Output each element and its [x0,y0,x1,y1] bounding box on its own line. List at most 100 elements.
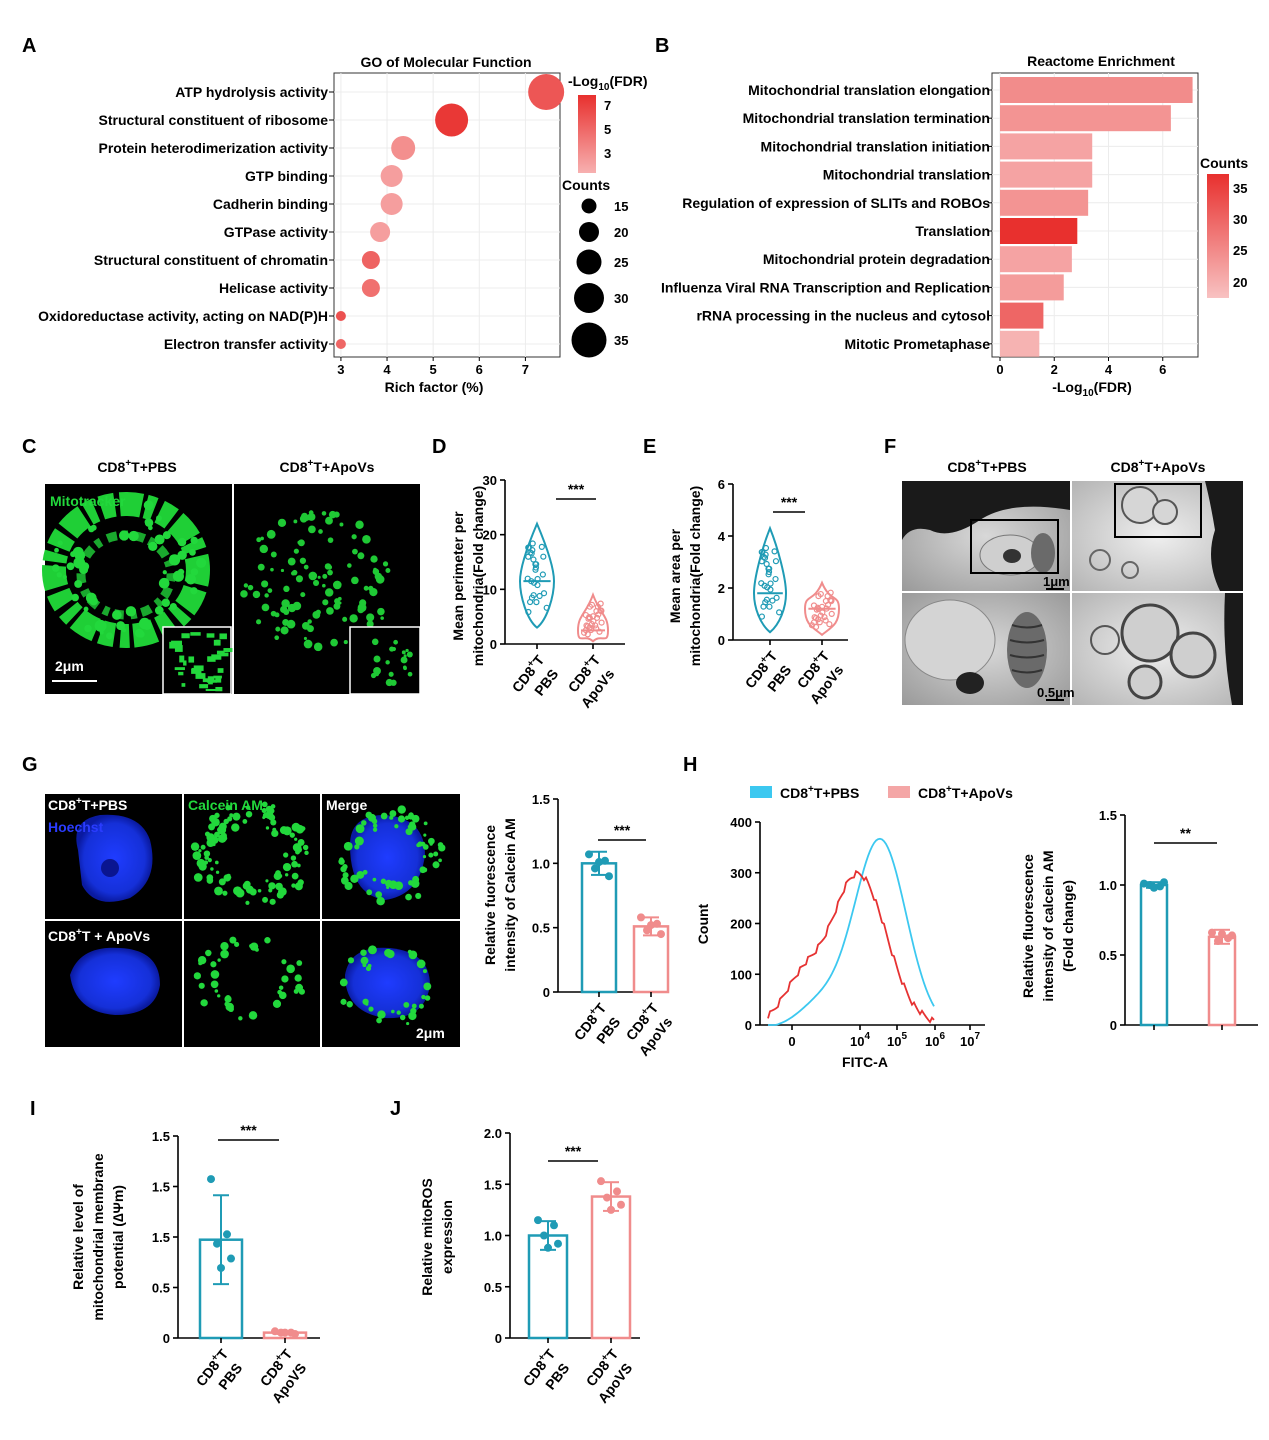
chart-d-point [527,549,534,556]
chart-h1-legend-swatch-pbs [750,786,772,798]
chart-b-bar [1000,77,1193,103]
image-g-calcein-dot [362,963,367,968]
image-g-calcein-dot [198,849,202,853]
image-c-mito-dot [322,583,326,588]
image-g-calcein-dot [193,972,201,980]
image-g-row1-label: CD8+T+PBS [48,796,127,813]
image-c-mito-dot [303,636,307,641]
image-c-mito-dot [158,577,170,589]
image-g-calcein-dot [372,877,377,882]
image-g-calcein-dot [204,855,209,860]
image-c-mito-dot [190,568,199,576]
image-g-calcein-dot [223,874,231,882]
image-c-mito-dot [113,612,120,619]
image-g-calcein-dot [282,862,292,872]
chart-b-bar [1000,161,1093,188]
image-f-scale-2-label: 0.5μm [1037,685,1075,700]
image-g-calcein-dot [376,896,385,906]
image-c-mito-dot [274,635,280,641]
image-g-calcein-dot [428,837,435,845]
image-g-calcein-dot [386,949,395,959]
chart-b-xtick-label: 6 [1159,362,1166,377]
chart-d-point [525,608,532,616]
image-c-mito-dot [162,531,171,540]
chart-g2-point [653,919,661,928]
image-c-mito-dot [243,583,249,588]
image-c-mito-dot [270,567,274,572]
image-g-calcein-dot [279,991,287,1000]
chart-a-point [528,74,565,110]
image-c-inset-dot [211,654,222,660]
chart-a-category: Structural constituent of chromatin [94,252,328,268]
image-g-calcein-dot [196,858,206,868]
image-c-mito-dot [161,598,170,607]
image-c-mito-dot [377,607,385,616]
chart-e-point [760,553,767,561]
image-g-calcein-dot [281,975,289,983]
chart-i-point [271,1327,279,1336]
image-c-inset-dot [181,683,186,687]
image-c-mito-dot [74,550,86,561]
image-c-mito-dot [84,624,92,633]
chart-i-ytick-label: 0.5 [152,1281,170,1296]
chart-d-ytick-label: 30 [483,473,497,488]
panel-label-c: C [22,436,36,458]
image-g-calcein-dot [423,821,428,826]
chart-b-bar [1000,133,1093,160]
image-c-mito-dot [382,561,389,567]
chart-d-ylabel-1: Mean perimeter per [450,511,466,641]
image-c-mito-dot [321,511,327,516]
image-c-mito-dot [307,619,312,624]
image-f-col2-title: CD8+T+ApoVs [1111,458,1206,475]
chart-e-ylabel-1: Mean area per [667,528,683,623]
image-c-mito-dot [366,613,375,622]
image-g-calcein-dot [432,861,440,869]
image-f-zoom-box-2 [1114,483,1202,538]
chart-b-category: Mitotic Prometaphase [845,336,991,352]
chart-a-xtick-label: 4 [383,362,391,377]
chart-b-xlabel: -Log10(FDR) [1052,379,1132,399]
image-c-mito-dot [287,603,297,613]
image-g-calcein-dot [214,989,219,993]
chart-j-ytick-label: 1.5 [484,1177,502,1192]
image-c-mito-dot [138,617,151,630]
chart-b-xtick-label: 2 [1051,362,1058,377]
chart-h2-ytick-label: 0 [1110,1018,1117,1033]
image-g-calcein-dot [428,852,434,858]
image-c-inset-dot [400,656,408,664]
image-g-calcein-dot [375,891,383,898]
chart-a-size-circle [576,249,602,275]
chart-e-point [819,609,826,616]
chart-a-size-circle [574,283,604,313]
image-c-mito-dot [363,585,369,591]
image-g-calcein-label: Calcein AM [188,797,263,813]
chart-d-point [534,581,541,589]
chart-j-point [550,1221,558,1230]
image-c-mito-dot [169,602,177,611]
chart-h1-xtick-label: 105 [887,1031,907,1049]
image-g-calcein-dot [404,815,410,821]
image-g-calcein-dot [278,874,283,878]
image-c-mito-dot [325,516,333,525]
image-f-col1-title: CD8+T+PBS [947,458,1026,475]
image-g-calcein-dot [389,810,397,818]
chart-j-bar [590,1195,632,1340]
image-g-calcein-dot [217,994,221,998]
image-g-calcein-dot [372,818,377,823]
chart-a-category: Helicase activity [219,280,328,296]
image-c-mito-dot [366,620,374,628]
image-f: CD8+T+PBS CD8+T+ApoVs 1μm 0.5μm [902,458,1243,705]
image-c-inset-dot [174,645,183,652]
image-g-calcein-dot [372,827,378,832]
chart-e-point [827,589,834,596]
chart-j-point [534,1216,542,1225]
image-g-calcein-dot [291,872,299,880]
image-c-mito-dot [300,592,306,598]
image-c-inset-dot [403,654,407,658]
image-c-mito-dot [351,576,359,585]
chart-g2-group-label-2: PBS [593,1014,623,1047]
image-c-mito-dot [312,610,321,619]
image-g-calcein-dot [245,810,253,818]
image-g-calcein-dot [200,999,208,1007]
